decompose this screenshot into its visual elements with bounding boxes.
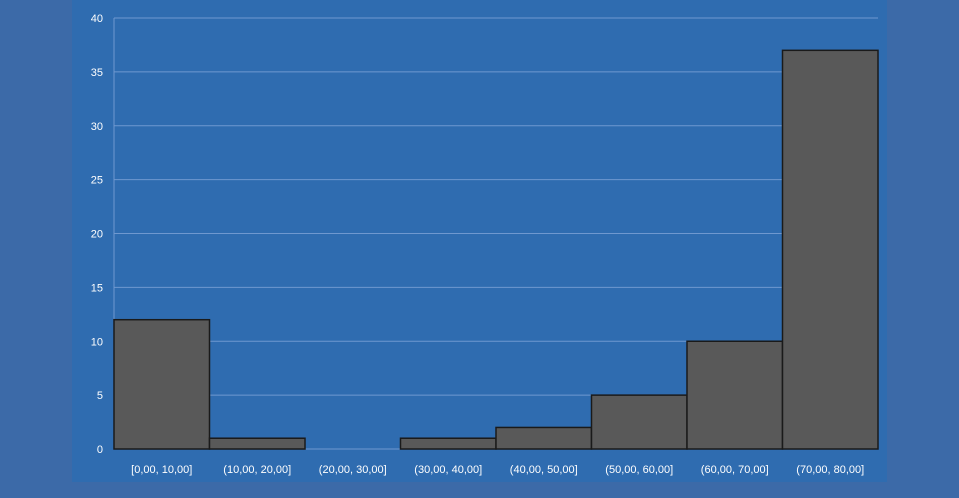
x-category-label: (20,00, 30,00] (319, 464, 387, 476)
histogram-bar (208, 437, 306, 450)
y-tick-label: 0 (97, 444, 103, 456)
histogram-bar (399, 437, 497, 450)
y-tick-label: 35 (91, 67, 103, 79)
histogram-bar (495, 426, 593, 450)
y-tick-label: 40 (91, 13, 103, 25)
y-axis-tick-labels: 0 5 10 15 20 25 30 35 40 (91, 13, 103, 456)
y-tick-label: 10 (91, 336, 103, 348)
x-category-label: (60,00, 70,00] (701, 464, 769, 476)
x-category-label: (50,00, 60,00] (605, 464, 673, 476)
x-category-label: (10,00, 20,00] (223, 464, 291, 476)
histogram-bar (781, 49, 879, 450)
x-category-label: (40,00, 50,00] (510, 464, 578, 476)
x-axis-category-labels: [0,00, 10,00] (10,00, 20,00] (20,00, 30,00… (131, 464, 864, 476)
bars (113, 49, 879, 450)
y-tick-label: 15 (91, 282, 103, 294)
x-category-label: [0,00, 10,00] (131, 464, 192, 476)
histogram-bar (590, 394, 688, 450)
x-category-label: (70,00, 80,00] (796, 464, 864, 476)
y-tick-label: 5 (97, 390, 103, 402)
y-tick-label: 30 (91, 121, 103, 133)
x-category-label: (30,00, 40,00] (414, 464, 482, 476)
histogram-bar (686, 340, 784, 450)
y-tick-label: 20 (91, 229, 103, 241)
histogram-bar (113, 318, 211, 450)
y-tick-label: 25 (91, 175, 103, 187)
